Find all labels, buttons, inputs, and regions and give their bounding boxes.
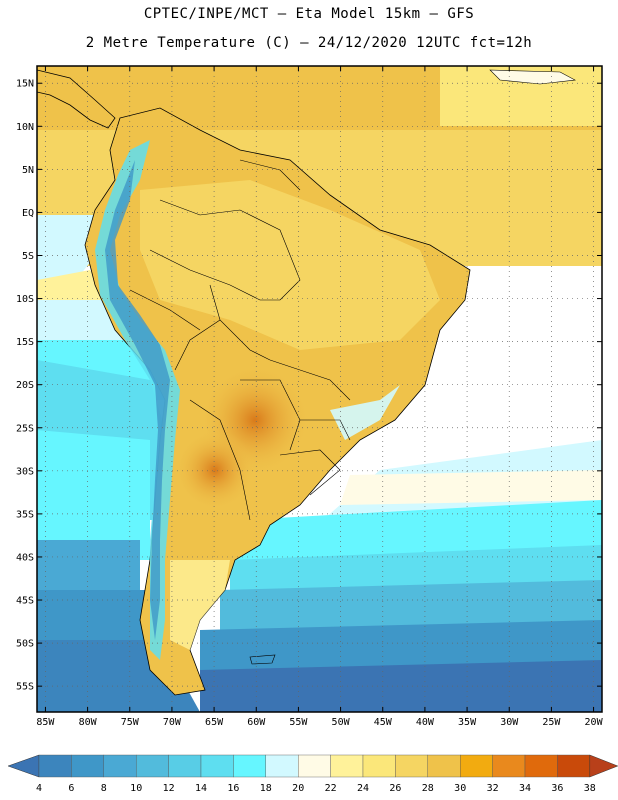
colorbar-box — [71, 754, 105, 778]
lon-tick-label: 20W — [585, 717, 604, 728]
colorbar-box — [460, 754, 493, 778]
graticule — [37, 66, 602, 712]
central-america-land — [37, 69, 116, 129]
colorbar-tick-label: 10 — [130, 783, 142, 794]
patagonia-zone — [170, 560, 230, 650]
ocean-band — [340, 470, 602, 505]
colorbar-tick-label: 38 — [584, 783, 596, 794]
colorbar-box — [265, 754, 299, 778]
temperature-map: 15N 10N 5N EQ 5S 10S 15S 20S 25S 30S 35S 40S 45S 50S 5… — [16, 65, 604, 728]
lat-tick-label: 40S — [16, 552, 34, 563]
island — [489, 69, 576, 85]
colorbar-box — [168, 754, 202, 778]
lon-tick-label: 30W — [500, 717, 519, 728]
lat-tick-label: 10N — [16, 122, 34, 133]
lat-tick-label: 45S — [16, 596, 34, 607]
lat-tick-label: 30S — [16, 466, 34, 477]
colorbar-tick-label: 12 — [163, 783, 175, 794]
colorbar-tick-label: 8 — [101, 783, 107, 794]
colorbar-tick-label: 28 — [422, 783, 434, 794]
ocean-band — [37, 430, 150, 560]
lon-tick-label: 80W — [79, 717, 98, 728]
lon-tick-label: 60W — [247, 717, 266, 728]
map-frame — [36, 65, 603, 713]
colorbar-tick-label: 30 — [454, 783, 466, 794]
lon-tick-label: 25W — [542, 717, 561, 728]
colorbar-box — [298, 754, 331, 778]
hot-region — [175, 430, 255, 510]
lat-tick-label: 35S — [16, 509, 34, 520]
colorbar-box — [557, 754, 591, 778]
lon-tick-label: 40W — [416, 717, 435, 728]
colorbar-box — [38, 754, 72, 778]
lat-tick-label: 55S — [16, 682, 34, 693]
colorbar-tick-label: 36 — [551, 783, 563, 794]
lat-tick-label: 5N — [22, 165, 34, 176]
andes-cold-core — [105, 160, 170, 640]
map-field — [37, 66, 602, 712]
colorbar-box — [395, 754, 428, 778]
colorbar-tick-label: 32 — [487, 783, 499, 794]
lon-tick-label: 35W — [458, 717, 477, 728]
lat-tick-label: 10S — [16, 294, 34, 305]
colorbar-box — [492, 754, 526, 778]
coastal-cool-zone — [330, 385, 400, 440]
colorbar-tick-label: 20 — [292, 783, 304, 794]
lat-tick-label: 15S — [16, 337, 34, 348]
colorbar-arrow-right — [589, 754, 618, 778]
colorbar-box — [200, 754, 234, 778]
colorbar-tick-label: 4 — [36, 783, 42, 794]
latitude-axis: 15N 10N 5N EQ 5S 10S 15S 20S 25S 30S 35S 40S 45S 50S 5… — [16, 79, 602, 693]
colorbar-tick-label: 24 — [357, 783, 369, 794]
lon-tick-label: 45W — [374, 717, 393, 728]
land-warm-zone — [140, 180, 440, 350]
colorbar-box — [233, 754, 266, 778]
colorbar-tick-label: 22 — [325, 783, 337, 794]
colorbar-arrow-left — [7, 754, 40, 778]
ocean-band — [200, 660, 602, 712]
lat-tick-label: 20S — [16, 380, 34, 391]
lat-tick-label: 15N — [16, 79, 34, 90]
colorbar-tick-label: 18 — [260, 783, 272, 794]
ocean-band — [37, 540, 140, 600]
colorbar-box — [103, 754, 137, 778]
lon-tick-label: 85W — [36, 717, 55, 728]
lat-tick-label: 50S — [16, 639, 34, 650]
colorbar-box — [135, 754, 169, 778]
lon-tick-label: 70W — [163, 717, 182, 728]
lon-tick-label: 65W — [205, 717, 224, 728]
colorbar-tick-label: 34 — [519, 783, 531, 794]
colorbar-box — [427, 754, 461, 778]
lon-tick-label: 55W — [289, 717, 308, 728]
colorbar-tick-label: 6 — [68, 783, 74, 794]
map-subtitle: 2 Metre Temperature (C) – 24/12/2020 12U… — [85, 35, 533, 51]
lat-tick-label: 25S — [16, 423, 34, 434]
colorbar-box — [330, 754, 364, 778]
map-title: CPTEC/INPE/MCT – Eta Model 15km – GFS — [143, 6, 475, 22]
lon-tick-label: 50W — [332, 717, 351, 728]
lat-tick-label: 5S — [22, 251, 34, 262]
colorbar-box — [362, 754, 396, 778]
temperature-colorbar: 4 6 8 10 12 14 16 18 20 22 24 26 28 30 32 34 36 38 — [7, 754, 618, 794]
colorbar-tick-label: 26 — [389, 783, 401, 794]
colorbar-tick-label: 14 — [195, 783, 207, 794]
country-borders — [129, 159, 351, 521]
colorbar-tick-label: 16 — [227, 783, 239, 794]
colorbar-box — [524, 754, 558, 778]
lon-tick-label: 75W — [121, 717, 140, 728]
longitude-axis: 85W 80W 75W 70W 65W 60W 55W 50W 45W 40W 35W 30W 25W 2… — [36, 66, 604, 728]
lat-tick-label: EQ — [22, 208, 34, 219]
